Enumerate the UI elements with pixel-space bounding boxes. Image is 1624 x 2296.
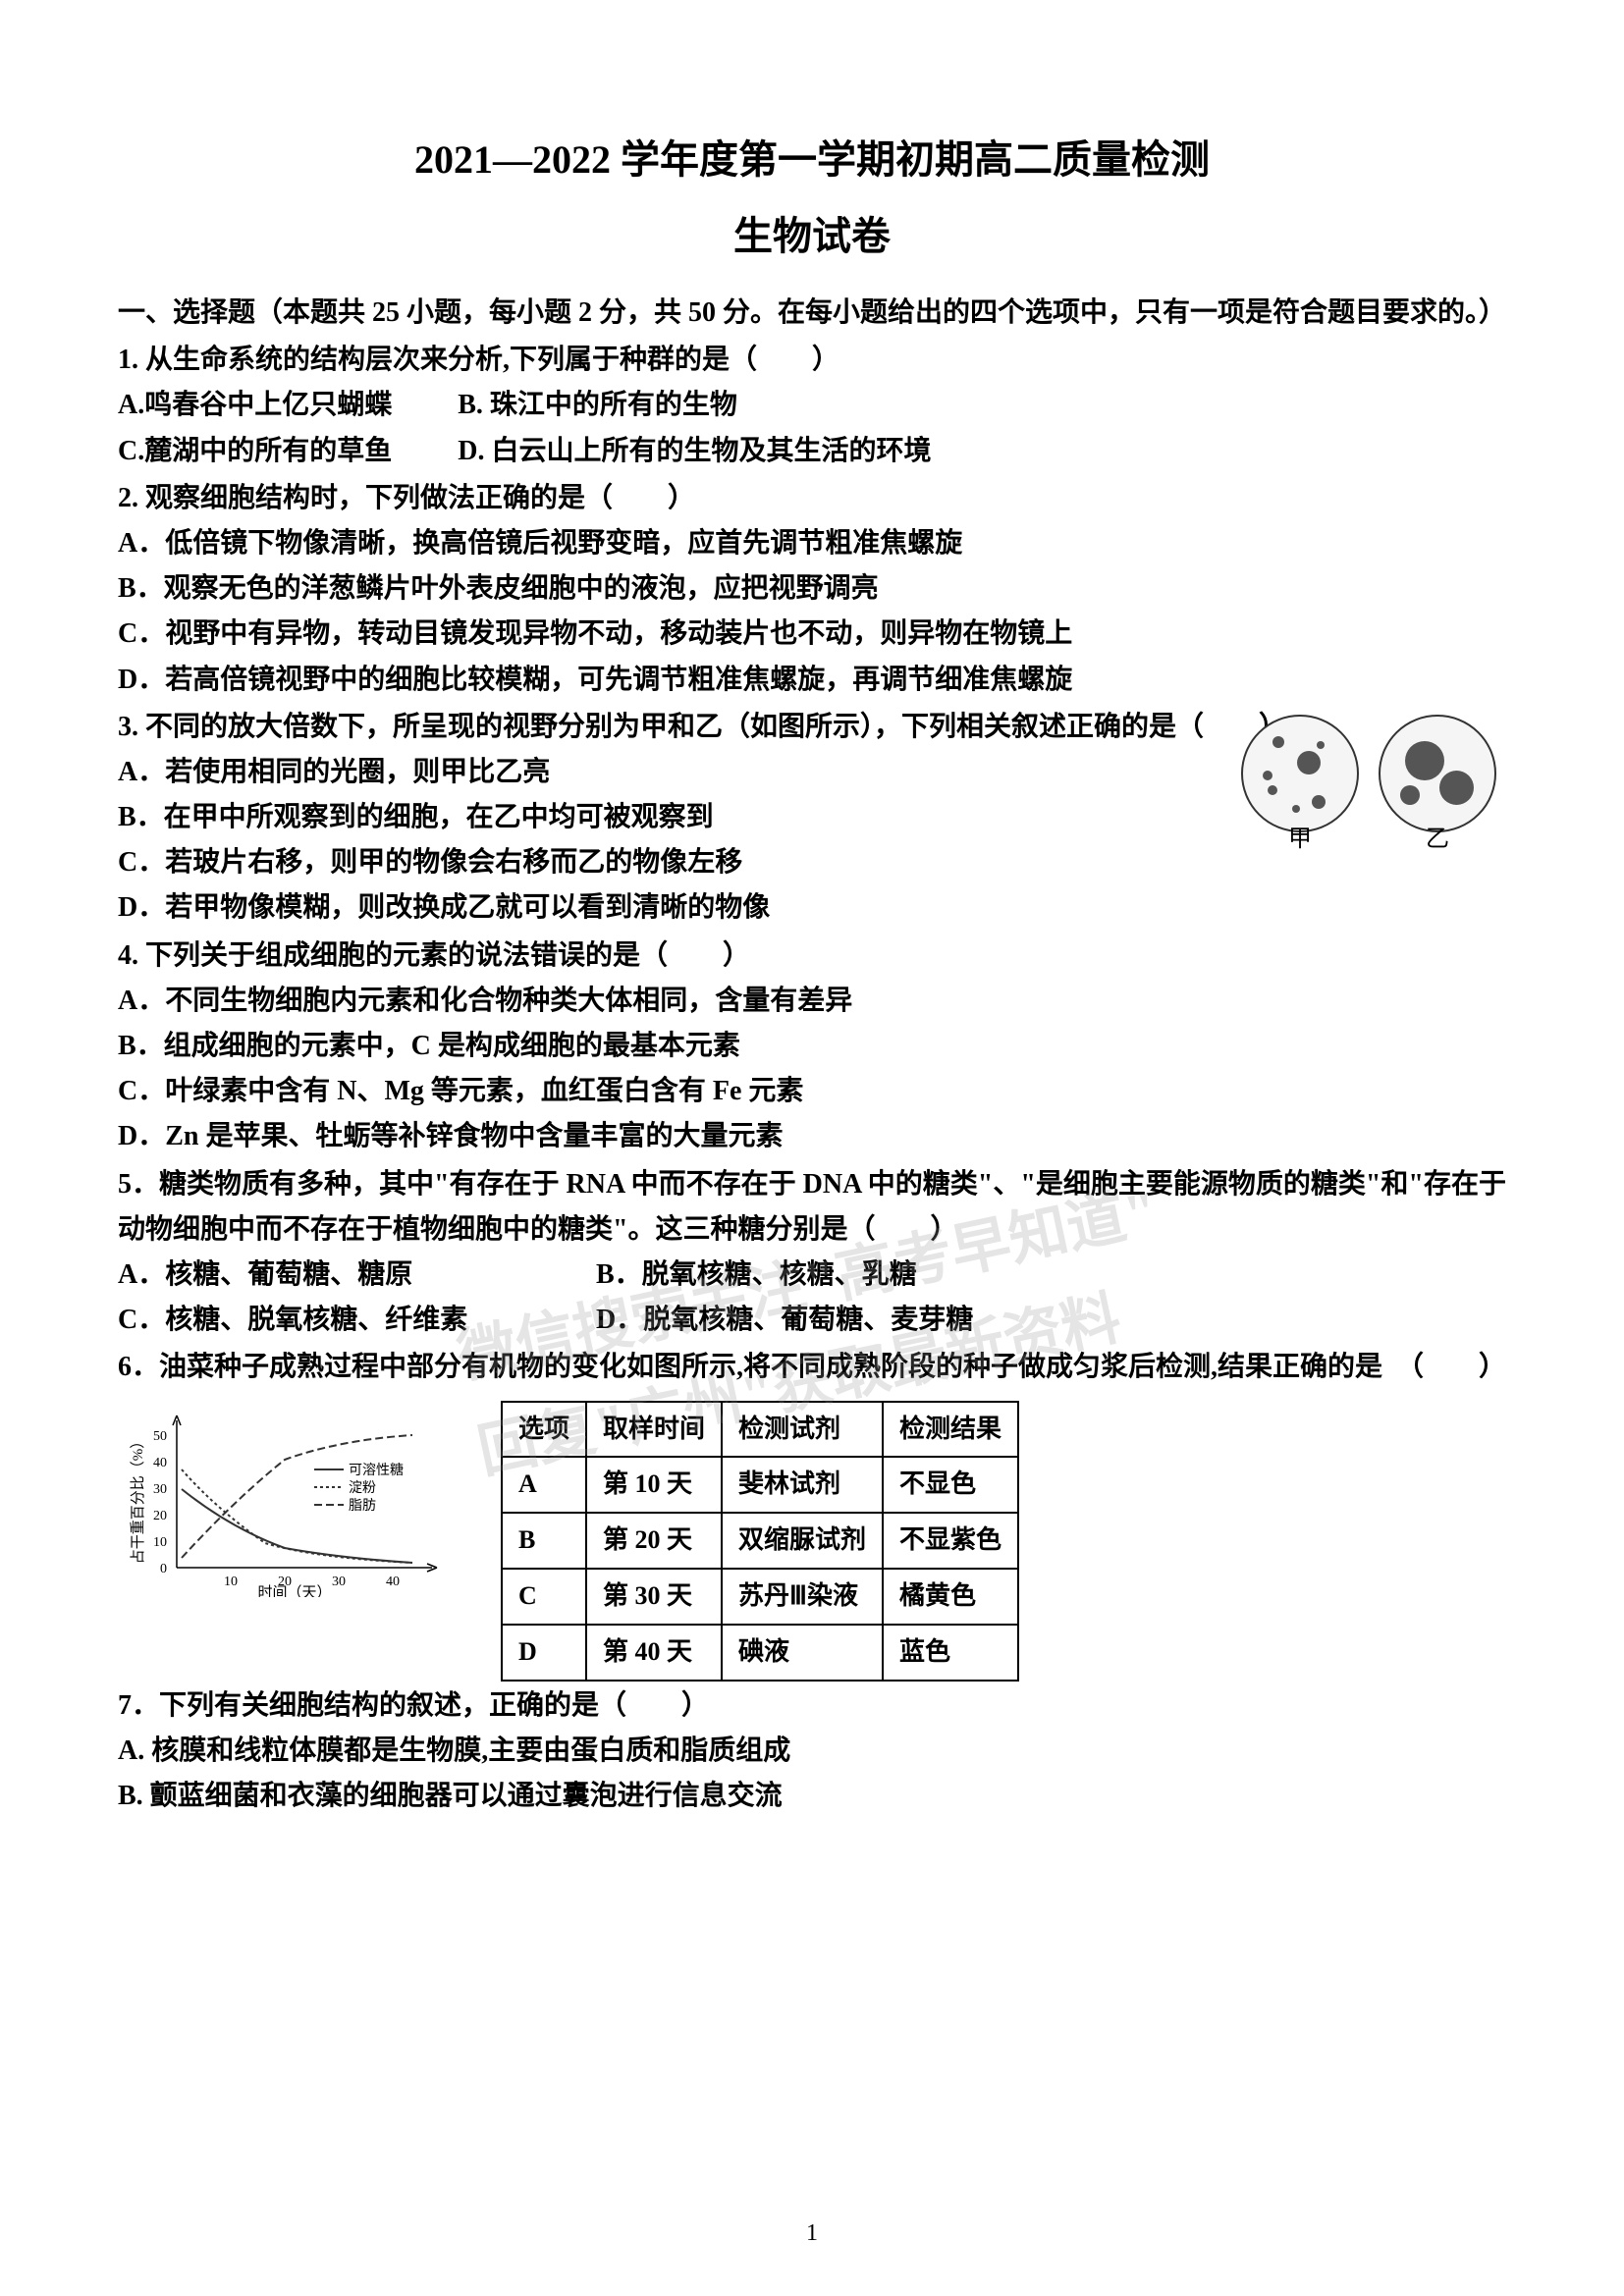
td: B: [502, 1513, 586, 1569]
svg-text:10: 10: [153, 1535, 167, 1550]
q4-optC: C．叶绿素中含有 N、Mg 等元素，血红蛋白含有 Fe 元素: [118, 1069, 1506, 1114]
q2-optD: D．若高倍镜视野中的细胞比较模糊，可先调节粗准焦螺旋，再调节细准焦螺旋: [118, 658, 1506, 703]
q2-optC: C．视野中有异物，转动目镜发现异物不动，移动装片也不动，则异物在物镜上: [118, 612, 1506, 657]
svg-text:50: 50: [153, 1429, 167, 1444]
td: 橘黄色: [883, 1569, 1018, 1625]
td: C: [502, 1569, 586, 1625]
svg-text:10: 10: [224, 1575, 238, 1589]
page-number: 1: [806, 2220, 818, 2247]
q7-optA: A. 核膜和线粒体膜都是生物膜,主要由蛋白质和脂质组成: [118, 1729, 1506, 1774]
q4-text: 4. 下列关于组成细胞的元素的说法错误的是（ ）: [118, 934, 1506, 979]
q2-optB: B．观察无色的洋葱鳞片叶外表皮细胞中的液泡，应把视野调亮: [118, 566, 1506, 612]
q1-optA: A.鸣春谷中上亿只蝴蝶: [118, 383, 392, 428]
q4-optB: B．组成细胞的元素中，C 是构成细胞的最基本元素: [118, 1024, 1506, 1069]
q6-table: 选项 取样时间 检测试剂 检测结果 A 第 10 天 斐林试剂 不显色 B 第 …: [501, 1401, 1019, 1682]
table-row: C 第 30 天 苏丹Ⅲ染液 橘黄色: [502, 1569, 1018, 1625]
q1-options-row1: A.鸣春谷中上亿只蝴蝶 B. 珠江中的所有的生物: [118, 383, 1506, 428]
td: 第 10 天: [586, 1457, 722, 1513]
td: 不显色: [883, 1457, 1018, 1513]
q5-options-row2: C．核糖、脱氧核糖、纤维素 D．脱氧核糖、葡萄糖、麦芽糖: [118, 1298, 1506, 1343]
svg-text:可溶性糖: 可溶性糖: [349, 1463, 404, 1478]
table-header-row: 选项 取样时间 检测试剂 检测结果: [502, 1402, 1018, 1458]
cell-yi-icon: 乙: [1379, 715, 1496, 832]
svg-text:30: 30: [332, 1575, 346, 1589]
table-row: B 第 20 天 双缩脲试剂 不显紫色: [502, 1513, 1018, 1569]
page-title-main: 2021—2022 学年度第一学期初期高二质量检测: [118, 128, 1506, 185]
section-header: 一、选择题（本题共 25 小题，每小题 2 分，共 50 分。在每小题给出的四个…: [118, 291, 1506, 336]
q5-optB: B．脱氧核糖、核糖、乳糖: [596, 1253, 917, 1298]
svg-text:0: 0: [160, 1562, 167, 1576]
q7-text: 7．下列有关细胞结构的叙述，正确的是（ ）: [118, 1683, 1506, 1729]
th-1: 取样时间: [586, 1402, 722, 1458]
q3-optD: D．若甲物像模糊，则改换成乙就可以看到清晰的物像: [118, 885, 1506, 931]
table-row: D 第 40 天 碘液 蓝色: [502, 1625, 1018, 1681]
svg-text:30: 30: [153, 1482, 167, 1497]
svg-text:40: 40: [386, 1575, 400, 1589]
q2-text: 2. 观察细胞结构时，下列做法正确的是（ ）: [118, 476, 1506, 521]
q7-optB: B. 颤蓝细菌和衣藻的细胞器可以通过囊泡进行信息交流: [118, 1774, 1506, 1819]
svg-text:淀粉: 淀粉: [349, 1480, 376, 1496]
svg-text:占干重百分比（%）: 占干重百分比（%）: [130, 1433, 146, 1564]
q4-optA: A．不同生物细胞内元素和化合物种类大体相同，含量有差异: [118, 979, 1506, 1024]
svg-text:时间（天）: 时间（天）: [257, 1584, 331, 1597]
td: 苏丹Ⅲ染液: [722, 1569, 883, 1625]
q6-text: 6．油菜种子成熟过程中部分有机物的变化如图所示,将不同成熟阶段的种子做成匀浆后检…: [118, 1345, 1506, 1390]
cell-jia-icon: 甲: [1241, 715, 1359, 832]
q5-optD: D．脱氧核糖、葡萄糖、麦芽糖: [596, 1298, 973, 1343]
td: 双缩脲试剂: [722, 1513, 883, 1569]
chart-svg-icon: 0 10 20 30 40 50 10 20 30 40 占干重百分比（%） 时…: [118, 1401, 461, 1597]
td: 第 30 天: [586, 1569, 722, 1625]
svg-text:脂肪: 脂肪: [349, 1498, 376, 1514]
q1-optB: B. 珠江中的所有的生物: [458, 383, 737, 428]
q5-optC: C．核糖、脱氧核糖、纤维素: [118, 1298, 530, 1343]
svg-text:20: 20: [153, 1509, 167, 1523]
q3-figure: 甲 乙: [1241, 715, 1496, 832]
td: D: [502, 1625, 586, 1681]
page-title-sub: 生物试卷: [118, 204, 1506, 261]
q1-options-row2: C.麓湖中的所有的草鱼 D. 白云山上所有的生物及其生活的环境: [118, 429, 1506, 474]
q4-optD: D．Zn 是苹果、牡蛎等补锌食物中含量丰富的大量元素: [118, 1114, 1506, 1159]
td: 斐林试剂: [722, 1457, 883, 1513]
td: 碘液: [722, 1625, 883, 1681]
q1-optC: C.麓湖中的所有的草鱼: [118, 429, 392, 474]
q1-optD: D. 白云山上所有的生物及其生活的环境: [458, 429, 931, 474]
td: 不显紫色: [883, 1513, 1018, 1569]
q5-optA: A．核糖、葡萄糖、糖原: [118, 1253, 530, 1298]
th-2: 检测试剂: [722, 1402, 883, 1458]
q5-text: 5．糖类物质有多种，其中"有存在于 RNA 中而不存在于 DNA 中的糖类"、"…: [118, 1162, 1506, 1253]
q6-chart: 0 10 20 30 40 50 10 20 30 40 占干重百分比（%） 时…: [118, 1401, 461, 1597]
q6-container: 0 10 20 30 40 50 10 20 30 40 占干重百分比（%） 时…: [118, 1401, 1506, 1682]
td: 第 20 天: [586, 1513, 722, 1569]
svg-text:40: 40: [153, 1456, 167, 1470]
td: A: [502, 1457, 586, 1513]
cell-jia-label: 甲: [1288, 821, 1312, 860]
content-body: 一、选择题（本题共 25 小题，每小题 2 分，共 50 分。在每小题给出的四个…: [118, 291, 1506, 1820]
q3-container: 3. 不同的放大倍数下，所呈现的视野分别为甲和乙（如图所示），下列相关叙述正确的…: [118, 705, 1506, 932]
q5-options-row1: A．核糖、葡萄糖、糖原 B．脱氧核糖、核糖、乳糖: [118, 1253, 1506, 1298]
cell-yi-label: 乙: [1426, 821, 1449, 860]
th-0: 选项: [502, 1402, 586, 1458]
td: 第 40 天: [586, 1625, 722, 1681]
q1-text: 1. 从生命系统的结构层次来分析,下列属于种群的是（ ）: [118, 338, 1506, 383]
table-row: A 第 10 天 斐林试剂 不显色: [502, 1457, 1018, 1513]
th-3: 检测结果: [883, 1402, 1018, 1458]
td: 蓝色: [883, 1625, 1018, 1681]
q2-optA: A．低倍镜下物像清晰，换高倍镜后视野变暗，应首先调节粗准焦螺旋: [118, 521, 1506, 566]
